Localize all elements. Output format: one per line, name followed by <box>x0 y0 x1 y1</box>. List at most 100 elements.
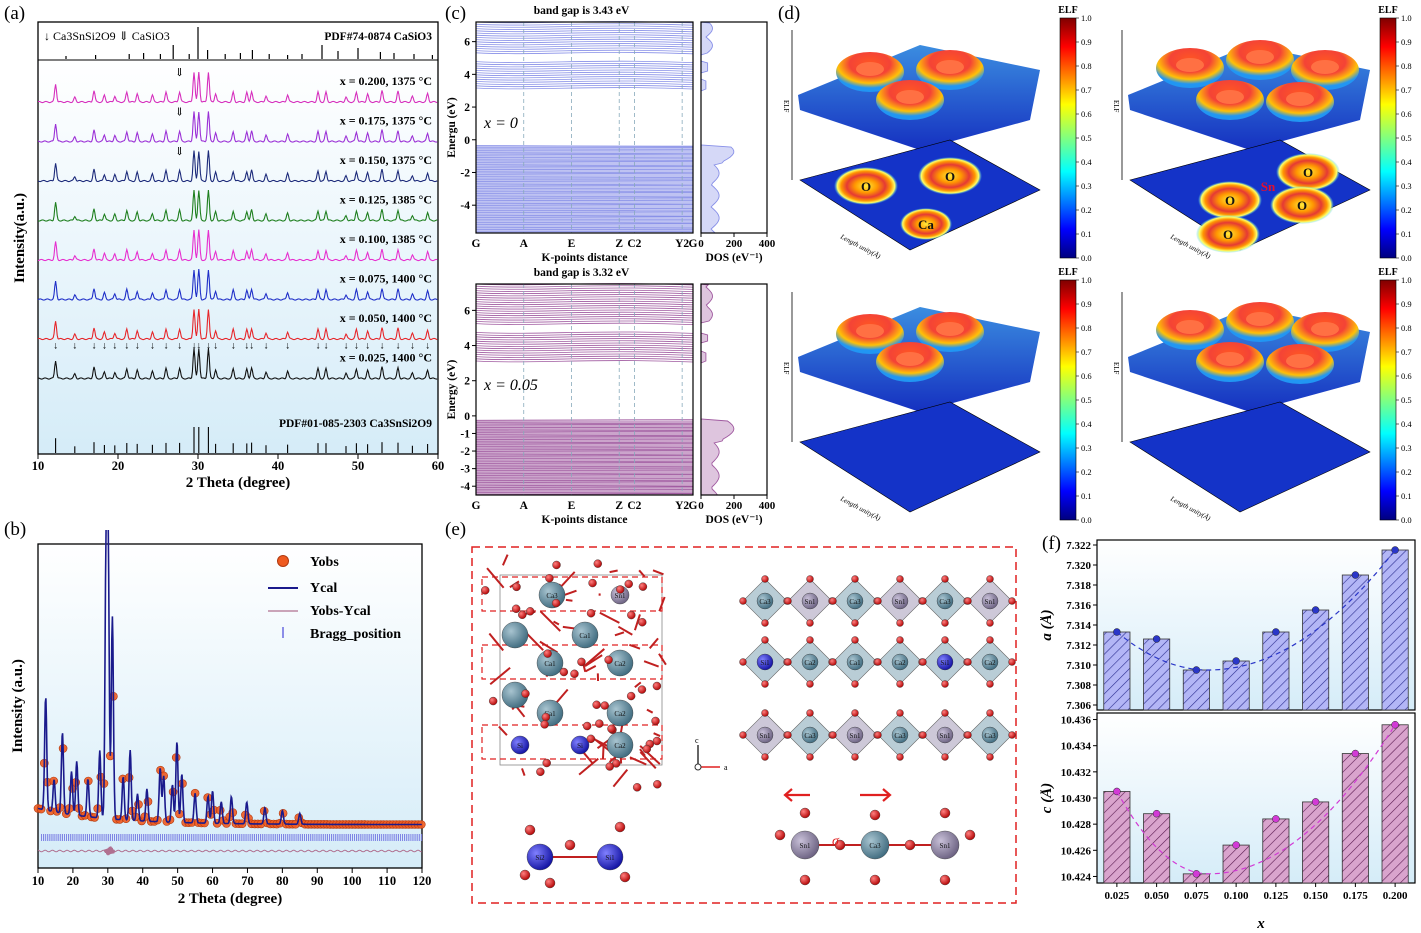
elf-colorbar-tick-label: 0.9 <box>1081 299 1092 309</box>
band-line <box>475 25 694 28</box>
band-line <box>475 164 694 167</box>
band-line <box>475 183 694 186</box>
xrd-x-tick-label: 20 <box>112 459 125 473</box>
rietveld-x-tick-label: 60 <box>206 874 219 888</box>
atom <box>638 618 647 627</box>
lattice-point <box>1351 749 1360 758</box>
atom <box>652 736 662 746</box>
atom <box>739 597 747 605</box>
structure-group: Ca3 Sn1 Ca1 Ca1 Ca2 Ca1 Ca2 Si Si Ca2 c a Ca3 Sn1 Ca3 S… <box>481 554 1016 889</box>
elf-colorbar-tick-label: 0.4 <box>1081 419 1092 429</box>
xrd-series-label: x = 0.200, 1375 °C <box>340 74 432 88</box>
band-line <box>475 434 694 437</box>
xrd-x-tick-label: 40 <box>272 459 285 473</box>
atom <box>606 731 634 759</box>
band-line <box>475 333 694 336</box>
atom <box>860 830 890 860</box>
xrd-peak-arrow: ↓ <box>244 341 249 352</box>
band-line <box>475 67 694 70</box>
rietveld-x-tick-label: 90 <box>311 874 324 888</box>
elf-atom-label: O <box>861 179 871 194</box>
atom-label: Sn1 <box>800 842 811 850</box>
band-line <box>475 442 694 445</box>
xrd-peak-arrow: ↓ <box>231 341 236 352</box>
atom <box>512 582 521 592</box>
atom <box>896 575 904 583</box>
atom <box>761 680 769 688</box>
atom <box>941 680 949 688</box>
xrd-peak-arrow: ↓ <box>92 341 97 352</box>
atom <box>626 691 636 701</box>
cal-line <box>37 530 422 826</box>
dos-x-tick-label: 200 <box>726 238 743 250</box>
rietveld-x-ticks: 10 20 30 40 50 60 70 80 90 100 110 120 <box>32 868 431 888</box>
band-line <box>475 149 694 151</box>
bond <box>564 589 577 596</box>
atom <box>981 726 999 744</box>
band-line <box>475 423 694 426</box>
elf-atom-label: O <box>1303 165 1313 180</box>
band-line <box>475 481 694 484</box>
band-line <box>475 298 694 301</box>
atom <box>761 753 769 761</box>
lattice-bar <box>1222 844 1250 884</box>
atom <box>891 653 909 671</box>
axis-origin <box>694 763 702 771</box>
lattice-point <box>1152 635 1161 643</box>
xrd-series-label: x = 0.150, 1375 °C <box>340 153 432 167</box>
xrd-peak-arrow: ↓ <box>213 341 218 352</box>
band-line <box>475 221 694 224</box>
elf-colorbar-tick-label: 0.5 <box>1401 133 1412 143</box>
atom <box>851 709 859 717</box>
xrd-x-tick-label: 60 <box>432 459 445 473</box>
xrd-series-label: x = 0.075, 1400 °C <box>340 272 432 286</box>
xrd-pattern <box>37 348 438 380</box>
band-line <box>475 455 694 457</box>
lattice-x-tick-label: 0.050 <box>1144 890 1169 902</box>
elf-colorbar-tick-label: 0.3 <box>1401 443 1412 453</box>
band-line <box>475 357 694 361</box>
atom <box>756 653 774 671</box>
atom-label: Ca2 <box>614 660 626 668</box>
lattice-bar <box>1143 813 1171 884</box>
atom <box>846 726 864 744</box>
elf-z-label: ELF <box>1112 362 1120 375</box>
elf-group: ELF O O Ca Length unity(Å) ELF 0.0 0.1 0.2 0.3 0.4… <box>782 5 1412 525</box>
band-y-tick-label: 0 <box>464 135 470 147</box>
atom <box>874 731 882 739</box>
band-line <box>475 191 694 194</box>
band-composition-label: x = 0.05 <box>483 377 538 394</box>
band-line <box>475 450 694 452</box>
rietveld-x-tick-label: 70 <box>241 874 254 888</box>
xrd-peak-arrow: ↓ <box>285 341 290 352</box>
atom <box>536 767 545 777</box>
xrd-peak-arrow: ↓ <box>135 341 140 352</box>
bond <box>653 732 661 738</box>
atom <box>941 753 949 761</box>
panel-label-b: (b) <box>4 519 27 540</box>
elf-mound-top <box>1176 320 1204 334</box>
elf-ring <box>1196 215 1260 253</box>
atom <box>761 636 769 644</box>
atom-label: Sn1 <box>805 598 816 606</box>
atom <box>919 731 927 739</box>
band-y-tick-label: 6 <box>464 305 470 317</box>
elf-colorbar-tick-label: 0.4 <box>1401 157 1412 167</box>
elf-colorbar-tick-label: 0.8 <box>1081 61 1092 71</box>
atom <box>806 575 814 583</box>
xrd-pattern <box>37 111 438 143</box>
band-y-tick-label: 2 <box>464 376 470 388</box>
band-line <box>475 80 694 83</box>
atom <box>536 649 564 677</box>
xrd-peak-arrow: ↓ <box>365 341 370 352</box>
lattice-y-tick-label: 7.312 <box>1066 640 1091 652</box>
xrd-xlabel: 2 Theta (degree) <box>186 475 290 491</box>
band-line <box>475 305 694 308</box>
kpoint-label: C2 <box>627 238 641 250</box>
xrd-peak-arrow: ↓ <box>410 341 415 352</box>
atom <box>790 830 820 860</box>
band-line <box>475 49 694 52</box>
elf-colorbar <box>1059 17 1077 259</box>
elf-axis-label: Length unity(Å) <box>1168 494 1212 523</box>
band-line <box>475 344 694 347</box>
